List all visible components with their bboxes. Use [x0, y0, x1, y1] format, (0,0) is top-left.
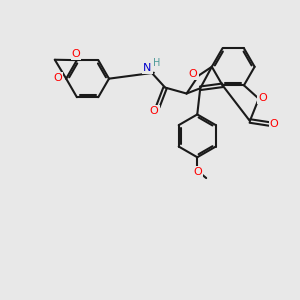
- Text: O: O: [258, 93, 267, 103]
- Text: O: O: [193, 167, 202, 177]
- Text: O: O: [53, 73, 62, 83]
- Text: O: O: [150, 106, 158, 116]
- Text: N: N: [143, 63, 152, 73]
- Text: H: H: [153, 58, 160, 68]
- Text: O: O: [270, 119, 279, 129]
- Text: O: O: [72, 49, 80, 59]
- Text: O: O: [189, 69, 197, 79]
